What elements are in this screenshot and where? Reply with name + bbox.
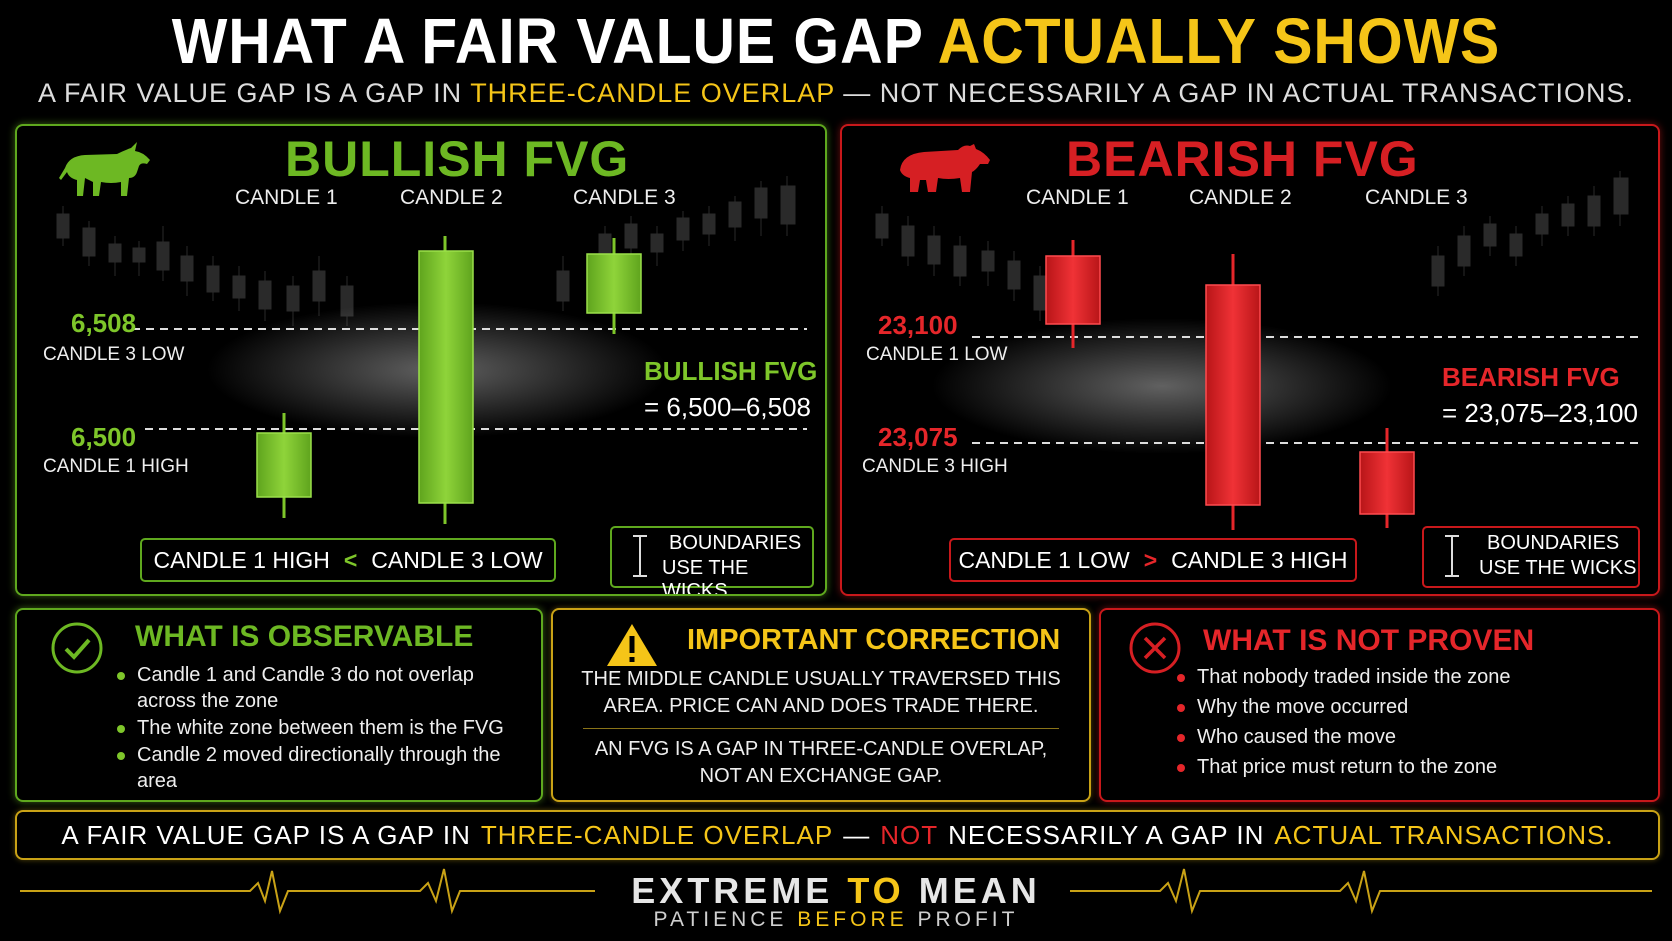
bearish-candle-1 (1045, 240, 1101, 348)
bearish-rule-right: CANDLE 3 HIGH (1171, 546, 1348, 573)
bullish-rule-box: CANDLE 1 HIGH < CANDLE 3 LOW (140, 538, 556, 582)
bullish-candle1-label: CANDLE 1 (235, 186, 338, 209)
bull-icon (59, 142, 150, 196)
list-item: That nobody traded inside the zone (1173, 664, 1643, 690)
tagline-word-1: PATIENCE (653, 908, 788, 931)
bullish-wicks-line1: BOUNDARIES (669, 532, 802, 554)
list-item: That price must return to the zone (1173, 754, 1643, 780)
subtitle-highlight: THREE-CANDLE OVERLAP (470, 78, 835, 108)
bullish-candle2-label: CANDLE 2 (400, 186, 503, 209)
bullish-rule-right: CANDLE 3 LOW (371, 546, 543, 573)
bullish-panel: BULLISH FVG CANDLE 1 CANDLE 2 CANDLE 3 6… (15, 124, 827, 596)
bullish-wicks-box: BOUNDARIES USE THE WICKS (610, 526, 814, 594)
bullish-upper-price: 6,508 (71, 308, 137, 338)
bearish-candle-2 (1205, 254, 1261, 530)
banner-part2: — (843, 819, 871, 850)
bullish-rule-operator: < (343, 546, 358, 573)
brand-word-3: MEAN (918, 870, 1041, 911)
correction-panel: IMPORTANT CORRECTION THE MIDDLE CANDLE U… (551, 608, 1091, 802)
bearish-upper-label: CANDLE 1 LOW (866, 344, 1008, 365)
bearish-rule-operator: > (1143, 546, 1158, 573)
banner-highlight-3: ACTUAL TRANSACTIONS. (1274, 819, 1614, 850)
bearish-candle1-label: CANDLE 1 (1026, 186, 1129, 209)
observable-panel: WHAT IS OBSERVABLE Candle 1 and Candle 3… (15, 608, 543, 802)
banner-highlight-1: THREE-CANDLE OVERLAP (480, 819, 834, 850)
bearish-upper-price: 23,100 (878, 310, 958, 340)
list-item: Who caused the move (1173, 724, 1643, 750)
wick-i-beam-icon (633, 535, 647, 577)
bullish-upper-label: CANDLE 3 LOW (43, 344, 185, 365)
bullish-zone-range: = 6,500–6,508 (644, 392, 811, 422)
bearish-zone-range: = 23,075–23,100 (1442, 398, 1638, 428)
bearish-lower-label: CANDLE 3 HIGH (862, 456, 1008, 477)
list-item: Candle 2 moved directionally through the… (113, 742, 533, 794)
bearish-heading: BEARISH FVG (1066, 131, 1419, 187)
list-item: The white zone between them is the FVG (113, 715, 533, 741)
fvg-zone-glow (932, 318, 1392, 454)
brand-word-2: TO (847, 870, 905, 911)
warning-triangle-icon (607, 624, 657, 666)
bearish-rule-box: CANDLE 1 LOW > CANDLE 3 HIGH (949, 538, 1357, 582)
background-candles (875, 171, 1629, 321)
tagline-word-3: PROFIT (917, 908, 1019, 931)
correction-divider (583, 728, 1059, 729)
bullish-wicks-line2: USE THE WICKS (662, 557, 749, 596)
bearish-candle-3 (1359, 428, 1415, 528)
not-proven-panel: WHAT IS NOT PROVEN That nobody traded in… (1099, 608, 1660, 802)
bearish-lower-price: 23,075 (878, 422, 958, 452)
bearish-zone-title: BEARISH FVG (1442, 362, 1620, 392)
subtitle-part2: — NOT NECESSARILY A GAP IN ACTUAL TRANSA… (843, 78, 1635, 108)
bearish-chart (875, 171, 1642, 530)
brand-tagline: PATIENCE BEFORE PROFIT (0, 908, 1672, 932)
banner-part1: A FAIR VALUE GAP IS A GAP IN (61, 819, 471, 850)
background-candles (56, 176, 796, 326)
bearish-rule-left: CANDLE 1 LOW (958, 546, 1130, 573)
banner-highlight-2: NOT (880, 819, 939, 850)
bullish-zone-title: BULLISH FVG (644, 356, 818, 386)
bullish-candle3-label: CANDLE 3 (573, 186, 676, 209)
bullish-candle-2 (418, 236, 474, 524)
bullish-lower-label: CANDLE 1 HIGH (43, 456, 189, 477)
correction-text-2: AN FVG IS A GAP IN THREE-CANDLE OVERLAP,… (594, 738, 1048, 787)
observable-heading: WHAT IS OBSERVABLE (135, 620, 474, 653)
bearish-candle2-label: CANDLE 2 (1189, 186, 1292, 209)
bullish-heading: BULLISH FVG (285, 131, 630, 187)
bearish-candle3-label: CANDLE 3 (1365, 186, 1468, 209)
brand-logo: EXTREME TO MEAN (0, 870, 1672, 912)
correction-text-1: THE MIDDLE CANDLE USUALLY TRAVERSED THIS… (581, 668, 1061, 717)
bear-icon (900, 144, 990, 192)
not-proven-list: That nobody traded inside the zone Why t… (1173, 664, 1643, 784)
banner-part3: NECESSARILY A GAP IN (948, 819, 1265, 850)
bullish-lower-price: 6,500 (71, 422, 137, 452)
bullish-chart (56, 176, 807, 524)
bullish-rule-left: CANDLE 1 HIGH (153, 546, 330, 573)
bullish-candle-1 (256, 413, 312, 518)
bearish-wicks-box: BOUNDARIES USE THE WICKS (1422, 526, 1640, 588)
subtitle-part1: A FAIR VALUE GAP IS A GAP IN (37, 78, 463, 108)
bearish-wicks-line2: USE THE WICKS (1479, 557, 1637, 579)
list-item: Why the move occurred (1173, 694, 1643, 720)
bearish-panel: BEARISH FVG CANDLE 1 CANDLE 2 CANDLE 3 2… (840, 124, 1660, 596)
x-circle-icon (1129, 622, 1181, 674)
page-subtitle: A FAIR VALUE GAP IS A GAP IN THREE-CANDL… (0, 78, 1672, 109)
observable-list: Candle 1 and Candle 3 do not overlap acr… (113, 662, 533, 795)
page-title: WHAT A FAIR VALUE GAP ACTUALLY SHOWS (67, 4, 1605, 78)
brand-word-1: EXTREME (631, 870, 834, 911)
heartbeat-line-icon (20, 868, 1652, 915)
not-proven-heading: WHAT IS NOT PROVEN (1203, 624, 1535, 657)
list-item: Candle 1 and Candle 3 do not overlap acr… (113, 662, 533, 714)
footer-banner: A FAIR VALUE GAP IS A GAP IN THREE-CANDL… (15, 810, 1660, 860)
title-part1: WHAT A FAIR VALUE GAP (171, 5, 923, 77)
title-part2: ACTUALLY SHOWS (937, 5, 1501, 77)
correction-heading: IMPORTANT CORRECTION (687, 624, 1061, 656)
bearish-wicks-line1: BOUNDARIES (1487, 532, 1620, 554)
bullish-candle-3 (586, 238, 642, 334)
tagline-word-2: BEFORE (797, 908, 908, 931)
check-circle-icon (51, 622, 103, 674)
wick-i-beam-icon (1445, 535, 1459, 577)
